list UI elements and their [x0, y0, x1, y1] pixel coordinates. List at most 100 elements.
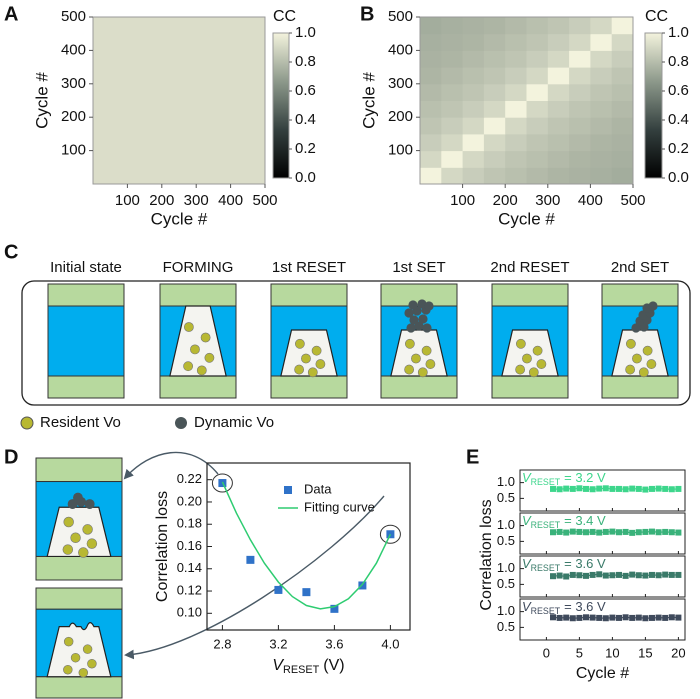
heat-cell	[526, 67, 549, 85]
state-box	[21, 280, 691, 406]
dynamic-vo	[631, 323, 641, 333]
y-tick-label: 0.5	[497, 619, 515, 634]
data-point	[629, 485, 636, 492]
resident-vo	[70, 652, 81, 663]
data-point	[609, 614, 616, 621]
heat-cell	[441, 67, 464, 85]
heat-cell	[569, 83, 591, 101]
heat-cell	[505, 133, 527, 152]
y-tick-label: 0.20	[177, 493, 202, 508]
data-point	[622, 486, 629, 493]
series-name-symbol: V	[522, 556, 532, 571]
resident-vo	[294, 338, 305, 349]
electrode	[47, 283, 125, 307]
x-tick-label: 100	[115, 192, 140, 209]
resident-vo	[417, 367, 428, 378]
data-point	[668, 614, 675, 621]
resident-vo	[63, 516, 74, 528]
heat-cell	[420, 17, 442, 35]
electrode	[159, 375, 237, 399]
heat-cell	[590, 67, 613, 85]
heat-cell	[483, 50, 506, 68]
colorbar-tick-label: 0.8	[668, 53, 689, 70]
resident-vo	[78, 547, 89, 558]
fit-line	[221, 481, 392, 610]
colorbar-title: CC	[273, 8, 296, 25]
data-point	[675, 485, 682, 492]
data-point	[556, 572, 563, 579]
data-point	[662, 528, 669, 535]
data-point	[302, 588, 311, 597]
data-point	[596, 571, 603, 578]
data-point	[556, 486, 563, 493]
heat-cell	[420, 100, 442, 118]
resident-vo	[532, 345, 543, 356]
resident-vo	[301, 353, 311, 364]
series-name-symbol: V	[522, 470, 532, 485]
data-point	[563, 485, 570, 492]
heat-cell	[441, 50, 464, 68]
dynamic-vo	[73, 492, 83, 503]
dynamic-vo	[648, 301, 658, 311]
plot-frame	[419, 16, 634, 185]
heat-cell	[526, 17, 549, 35]
y-tick-label: 0.14	[177, 560, 202, 575]
data-point	[358, 581, 367, 590]
data-point	[576, 614, 583, 621]
dynamic-vo	[409, 315, 419, 325]
colorbar-tick-label: 0.6	[668, 82, 689, 99]
heat-cell	[505, 50, 527, 68]
filament	[611, 329, 669, 377]
resident-vo	[62, 544, 74, 555]
resident-vo	[82, 644, 93, 654]
heat-cell	[441, 150, 464, 168]
heat-cell	[420, 33, 442, 51]
data-point	[330, 604, 339, 613]
x-tick-label: 10	[605, 645, 619, 660]
heat-cell	[420, 133, 442, 152]
data-point	[642, 615, 649, 622]
resident-vo	[311, 345, 322, 356]
data-point	[629, 571, 636, 578]
data-point	[642, 572, 649, 579]
heat-cell	[569, 117, 591, 135]
arrow	[123, 451, 219, 480]
data-point	[602, 528, 609, 535]
data-point	[616, 485, 622, 492]
data-point	[583, 614, 589, 621]
heat-cell	[569, 50, 591, 68]
heat-cell	[569, 67, 591, 85]
x-tick-label: 300	[535, 192, 560, 209]
x-axis-title: VRESET (V)	[272, 657, 344, 676]
data-point	[655, 529, 662, 536]
heat-cell	[441, 117, 464, 135]
heat-cell	[590, 133, 613, 152]
legend-text: Resident Vo	[40, 414, 121, 431]
data-point	[576, 528, 583, 535]
y-axis-title: Cycle #	[359, 72, 378, 129]
heat-cell	[505, 100, 527, 118]
colorbar	[272, 32, 290, 179]
x-axis-title-subscript: RESET	[283, 664, 320, 676]
dynamic-vo	[638, 310, 648, 320]
electrode	[35, 555, 123, 581]
heat-cell	[526, 117, 549, 135]
colorbar	[644, 32, 663, 179]
resident-vo	[315, 359, 326, 369]
electrode	[270, 375, 348, 399]
heat-cell	[483, 133, 506, 152]
heat-cell	[526, 150, 549, 168]
data-point	[662, 614, 669, 621]
plot-frame	[519, 555, 686, 598]
legend-text: Data	[304, 481, 332, 496]
dynamic-vo	[404, 308, 414, 318]
heat-cell	[611, 150, 634, 168]
series-name-symbol: V	[522, 599, 532, 614]
electrode	[47, 375, 125, 399]
filament	[280, 329, 338, 377]
heat-cell	[483, 17, 506, 35]
legend-text: Dynamic Vo	[194, 414, 274, 431]
data-point	[622, 572, 629, 579]
data-point	[596, 529, 603, 536]
y-axis-title: Correlation loss	[478, 499, 495, 610]
